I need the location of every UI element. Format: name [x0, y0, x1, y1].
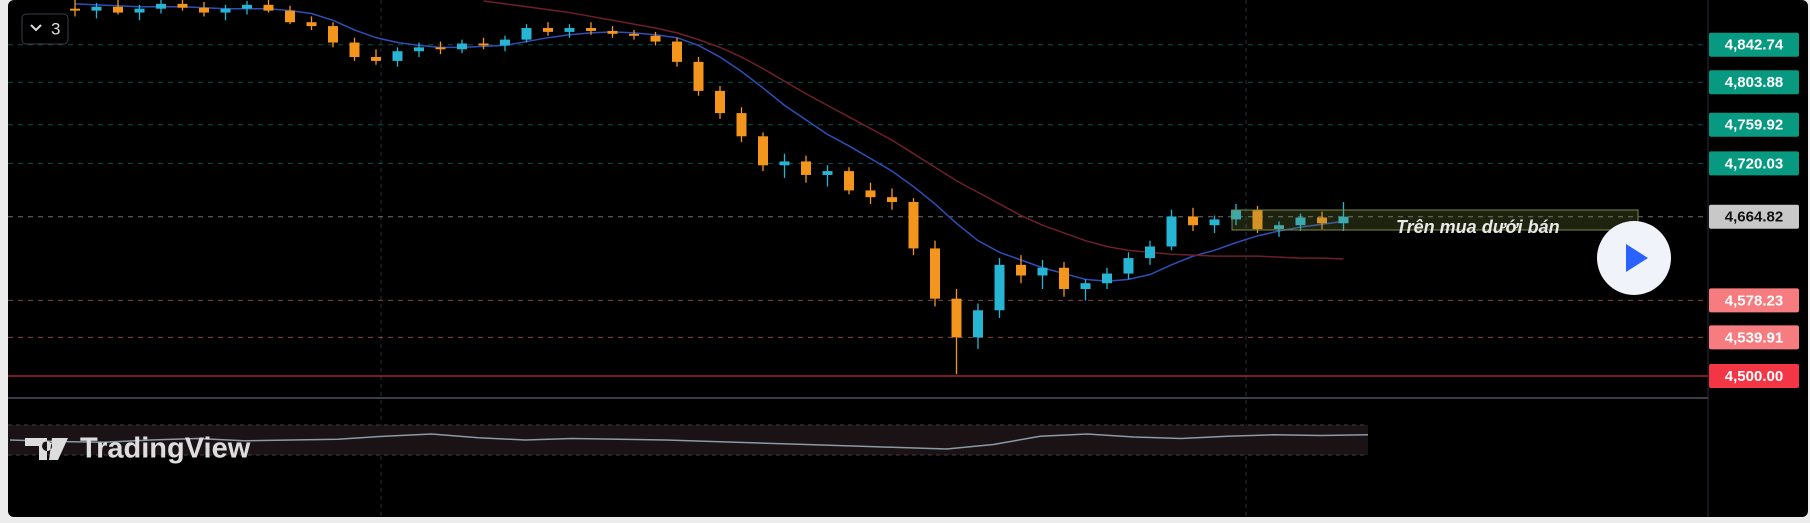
candle-body: [134, 8, 145, 13]
candle-body: [1209, 219, 1220, 226]
candle-body: [908, 202, 919, 249]
moving-average: [483, 0, 1344, 260]
candle-body: [349, 42, 360, 58]
candle-body: [715, 90, 725, 114]
candle-body: [199, 7, 209, 13]
candle-body: [1231, 209, 1241, 220]
price-label: 4,500.00: [1725, 368, 1783, 385]
candle-body: [1317, 217, 1327, 224]
candle-body: [973, 310, 983, 338]
candle-body: [865, 190, 876, 198]
candle-body: [1037, 267, 1048, 276]
candle-body: [1016, 264, 1026, 276]
logo-mark: [25, 438, 68, 460]
candle-body: [220, 8, 231, 13]
candle-body: [844, 171, 854, 191]
candle-body: [1123, 258, 1134, 274]
candle-body: [951, 298, 962, 338]
candle-body: [457, 43, 467, 50]
candle-body: [500, 39, 510, 46]
oscillator-line: [9, 433, 1369, 450]
candle-body: [156, 3, 166, 9]
candle-body: [285, 10, 295, 23]
candle-body: [758, 136, 768, 166]
candle-body: [887, 197, 897, 203]
candle-body: [693, 61, 704, 91]
candle-body: [564, 28, 575, 32]
interval-label[interactable]: 3: [51, 19, 60, 38]
candle-body: [1166, 216, 1177, 247]
candle-body: [1102, 273, 1112, 284]
candle-body: [1295, 217, 1306, 226]
candle-body: [779, 161, 790, 166]
candle-body: [113, 6, 123, 13]
candle-body: [91, 6, 102, 11]
annotation-text: Trên mua dưới bán: [1396, 217, 1560, 237]
candle-body: [607, 30, 618, 34]
interval-button[interactable]: 3: [21, 13, 69, 45]
candle-body: [629, 33, 639, 36]
price-label-bg: [1709, 204, 1799, 229]
candle-body: [1338, 216, 1349, 224]
candle-body: [801, 161, 811, 175]
candle-body: [1080, 283, 1091, 290]
candle-body: [435, 47, 446, 50]
candle-body: [822, 171, 833, 175]
candle-body: [177, 3, 188, 8]
chevron[interactable]: [30, 24, 42, 32]
annotation-box: [1231, 209, 1639, 231]
price-label-bg: [1709, 151, 1799, 176]
brand-name: TradingView: [80, 433, 251, 465]
price-label: 4,842.74: [1725, 37, 1784, 54]
play-button[interactable]: [1597, 221, 1671, 295]
price-label-bg: [1709, 325, 1799, 350]
moving-average: [74, 3, 1344, 283]
candle-body: [1145, 246, 1155, 259]
price-label-bg: [1709, 70, 1799, 95]
price-label-bg: [1709, 32, 1799, 57]
brand-logo: TradingView: [25, 433, 251, 465]
candle-body: [392, 51, 403, 61]
candle-body: [306, 22, 317, 27]
price-label: 4,759.92: [1725, 117, 1783, 134]
candle-body: [736, 113, 747, 137]
candle-body: [70, 8, 80, 11]
candle-body: [1252, 209, 1263, 230]
candle-body: [1274, 225, 1284, 230]
candle-body: [650, 35, 661, 42]
price-label-bg: [1709, 288, 1799, 313]
candle-body: [371, 57, 381, 61]
interval-box[interactable]: [21, 13, 69, 45]
candle-body: [242, 4, 252, 9]
candle-body: [672, 41, 682, 62]
candle-body: [328, 26, 338, 43]
price-label: 4,539.91: [1725, 329, 1783, 346]
candle-body: [543, 28, 553, 32]
price-label: 4,803.88: [1725, 74, 1783, 91]
candle-body: [1188, 216, 1198, 226]
candle-body: [586, 28, 596, 31]
candle-body: [930, 248, 940, 299]
price-label: 4,664.82: [1725, 209, 1783, 226]
price-label: 4,578.23: [1725, 292, 1783, 309]
candle-body: [994, 264, 1005, 311]
candle-body: [263, 4, 274, 11]
price-label-bg: [1709, 112, 1799, 137]
price-label: 4,720.03: [1725, 155, 1783, 172]
chart-area: [8, 0, 1808, 517]
candle-body: [414, 47, 424, 52]
play-icon[interactable]: [1626, 244, 1648, 272]
candle-body: [521, 28, 532, 40]
candle-body: [1059, 267, 1069, 290]
candle-body: [478, 43, 489, 46]
price-label-bg: [1709, 364, 1799, 388]
